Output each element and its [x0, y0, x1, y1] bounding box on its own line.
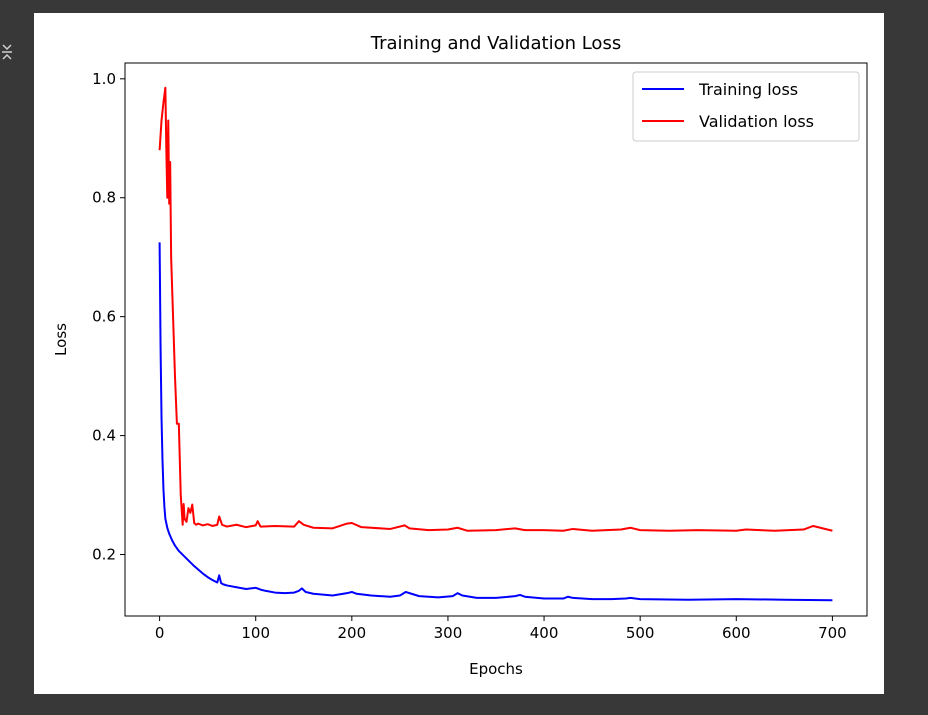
x-tick-label: 0 — [155, 624, 165, 642]
line-chart: 0 100 200 300 400 500 600 700 0.2 0.4 0.6 0.8 1.0 Tra… — [52, 33, 868, 678]
x-tick-label: 500 — [626, 624, 655, 642]
x-tick-label: 700 — [818, 624, 847, 642]
legend-label-validation-loss: Validation loss — [699, 112, 814, 131]
y-axis-label: Loss — [52, 323, 70, 356]
x-tick-label: 300 — [434, 624, 463, 642]
x-tick-label: 200 — [338, 624, 367, 642]
y-tick-label: 0.4 — [92, 427, 116, 445]
y-tick-label: 1.0 — [92, 70, 116, 88]
output-cell-icon[interactable] — [0, 42, 14, 64]
legend-box — [632, 71, 860, 142]
y-tick-label: 0.2 — [92, 546, 116, 564]
x-tick-label: 400 — [530, 624, 559, 642]
chart-title: Training and Validation Loss — [370, 33, 621, 54]
x-tick-label: 100 — [241, 624, 270, 642]
legend-label-training-loss: Training loss — [698, 80, 798, 99]
x-axis-label: Epochs — [469, 660, 523, 678]
series-line-validation-loss — [158, 86, 833, 532]
x-tick-label: 600 — [722, 624, 751, 642]
y-tick-label: 0.6 — [92, 308, 116, 326]
y-tick-label: 0.8 — [92, 189, 116, 207]
plot-frame — [124, 62, 868, 617]
output-cell-icon-glyph — [2, 44, 12, 60]
series-line-training-loss — [158, 242, 833, 602]
chart-figure: 0 100 200 300 400 500 600 700 0.2 0.4 0.6 0.8 1.0 Tra… — [34, 13, 884, 694]
